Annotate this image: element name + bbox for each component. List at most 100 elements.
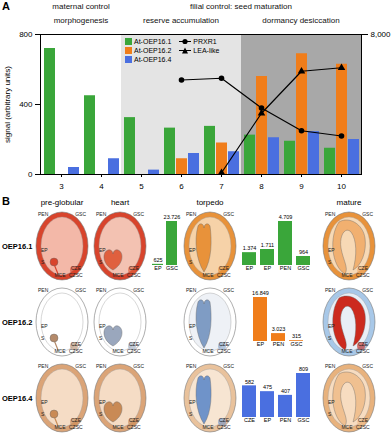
- svg-text:800: 800: [19, 30, 33, 39]
- svg-text:MCE: MCE: [341, 424, 353, 430]
- svg-text:torpedo: torpedo: [196, 198, 224, 207]
- svg-text:3.023: 3.023: [272, 326, 286, 332]
- svg-text:CZSC: CZSC: [69, 348, 83, 354]
- svg-text:S: S: [189, 259, 193, 265]
- svg-text:9: 9: [299, 182, 304, 191]
- svg-text:EP: EP: [328, 323, 335, 329]
- svg-text:MCE: MCE: [112, 424, 124, 430]
- svg-text:CZSC: CZSC: [356, 272, 370, 278]
- svg-text:GSC: GSC: [223, 363, 234, 369]
- svg-text:S: S: [328, 259, 332, 265]
- svg-text:EP: EP: [189, 247, 196, 253]
- svg-text:7: 7: [219, 182, 224, 191]
- svg-text:CZSC: CZSC: [69, 272, 83, 278]
- svg-text:MCE: MCE: [341, 272, 353, 278]
- svg-text:EP: EP: [99, 323, 106, 329]
- svg-text:CZE: CZE: [358, 417, 369, 423]
- svg-text:MCE: MCE: [54, 348, 66, 354]
- svg-text:S: S: [99, 259, 103, 265]
- svg-text:CZE: CZE: [71, 417, 82, 423]
- svg-text:PEN: PEN: [96, 287, 107, 293]
- svg-text:PEN: PEN: [38, 363, 49, 369]
- svg-text:CZE: CZE: [358, 265, 369, 271]
- svg-text:EP: EP: [328, 399, 335, 405]
- svg-text:PEN: PEN: [96, 363, 107, 369]
- svg-text:1.711: 1.711: [261, 242, 274, 248]
- svg-text:CZSC: CZSC: [127, 272, 141, 278]
- svg-text:0: 0: [28, 170, 33, 179]
- svg-text:EP: EP: [264, 265, 272, 271]
- svg-text:MCE: MCE: [54, 272, 66, 278]
- svg-text:OEP16.2: OEP16.2: [2, 318, 32, 327]
- svg-text:PEN: PEN: [280, 417, 291, 423]
- svg-text:PEN: PEN: [186, 363, 197, 369]
- svg-text:400: 400: [19, 100, 33, 109]
- svg-text:PEN: PEN: [280, 265, 291, 271]
- svg-text:964: 964: [299, 249, 308, 255]
- svg-text:PEN: PEN: [325, 287, 336, 293]
- svg-text:407: 407: [281, 388, 290, 394]
- svg-text:EP: EP: [99, 247, 106, 253]
- svg-text:CZSC: CZSC: [127, 424, 141, 430]
- svg-text:23.726: 23.726: [164, 214, 181, 220]
- svg-text:EP: EP: [264, 417, 272, 423]
- svg-text:PEN: PEN: [325, 211, 336, 217]
- svg-text:PEN: PEN: [186, 287, 197, 293]
- svg-text:EP: EP: [154, 265, 162, 271]
- svg-text:EP: EP: [41, 323, 48, 329]
- svg-text:625: 625: [153, 257, 162, 263]
- svg-text:PEN: PEN: [325, 363, 336, 369]
- svg-text:EP: EP: [246, 265, 254, 271]
- svg-text:CZE: CZE: [71, 341, 82, 347]
- svg-text:475: 475: [263, 384, 272, 390]
- svg-text:CZSC: CZSC: [127, 348, 141, 354]
- svg-text:CZE: CZE: [219, 417, 230, 423]
- svg-text:PEN: PEN: [273, 341, 284, 347]
- svg-text:S: S: [41, 259, 45, 265]
- svg-text:4.709: 4.709: [279, 214, 293, 220]
- svg-text:5: 5: [139, 182, 144, 191]
- svg-text:CZE: CZE: [129, 417, 140, 423]
- svg-text:MCE: MCE: [112, 348, 124, 354]
- svg-text:B: B: [2, 195, 10, 207]
- svg-text:CZSC: CZSC: [356, 424, 370, 430]
- svg-text:S: S: [99, 335, 103, 341]
- svg-text:CZE: CZE: [219, 265, 230, 271]
- svg-text:GSC: GSC: [133, 363, 144, 369]
- svg-text:EP: EP: [328, 247, 335, 253]
- svg-text:3: 3: [59, 182, 64, 191]
- svg-text:GSC: GSC: [223, 287, 234, 293]
- svg-text:EP: EP: [41, 399, 48, 405]
- svg-text:signal (arbitrary units): signal (arbitrary units): [3, 66, 12, 143]
- svg-text:S: S: [99, 411, 103, 417]
- svg-text:pre-globular: pre-globular: [41, 198, 84, 207]
- svg-text:PEN: PEN: [38, 211, 49, 217]
- svg-text:CZSC: CZSC: [217, 348, 231, 354]
- svg-text:GSC: GSC: [362, 363, 373, 369]
- svg-text:CZE: CZE: [244, 417, 255, 423]
- svg-text:CZSC: CZSC: [69, 424, 83, 430]
- svg-text:10: 10: [337, 182, 346, 191]
- svg-text:GSC: GSC: [133, 211, 144, 217]
- svg-text:EP: EP: [257, 341, 265, 347]
- svg-text:MCE: MCE: [202, 272, 214, 278]
- svg-text:1.374: 1.374: [243, 245, 257, 251]
- svg-text:EP: EP: [99, 399, 106, 405]
- svg-text:mature: mature: [337, 198, 362, 207]
- svg-text:heart: heart: [111, 198, 130, 207]
- svg-text:MCE: MCE: [112, 272, 124, 278]
- svg-text:GSC: GSC: [166, 265, 178, 271]
- svg-text:PEN: PEN: [38, 287, 49, 293]
- svg-text:OEP16.4: OEP16.4: [2, 394, 33, 403]
- svg-text:GSC: GSC: [75, 287, 86, 293]
- svg-text:GSC: GSC: [291, 341, 303, 347]
- svg-text:OEP16.1: OEP16.1: [2, 242, 32, 251]
- svg-text:MCE: MCE: [54, 424, 66, 430]
- svg-text:CZE: CZE: [129, 341, 140, 347]
- svg-text:S: S: [189, 335, 193, 341]
- svg-text:6: 6: [179, 182, 184, 191]
- svg-text:S: S: [41, 335, 45, 341]
- svg-text:16.849: 16.849: [252, 290, 269, 296]
- svg-text:PEN: PEN: [186, 211, 197, 217]
- svg-text:CZSC: CZSC: [217, 272, 231, 278]
